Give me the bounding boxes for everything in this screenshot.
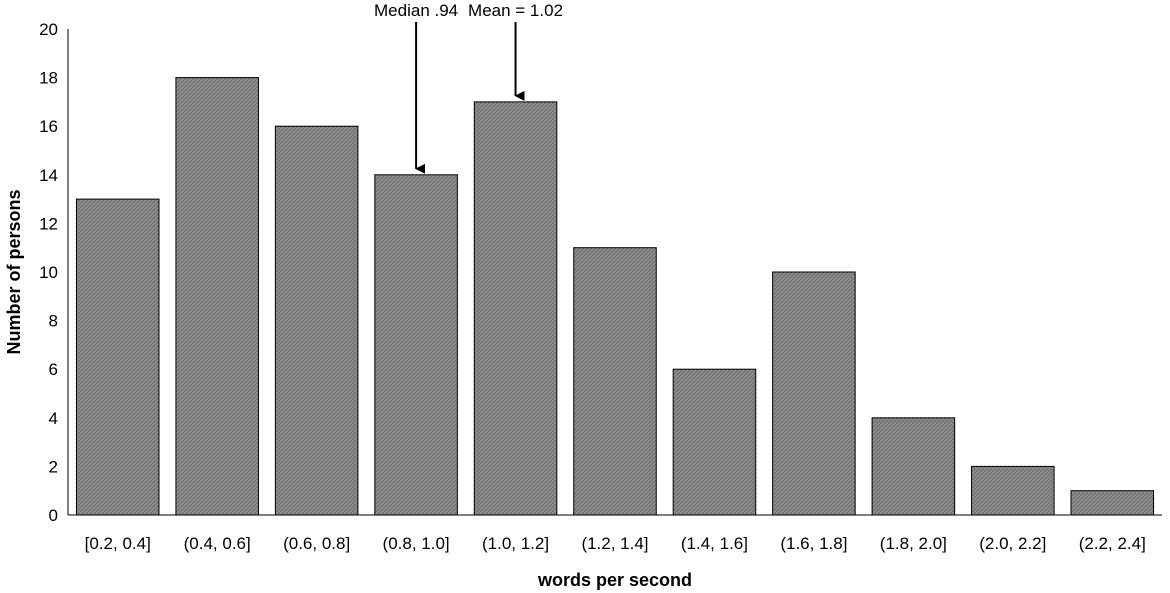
- annotations: Median .94 Mean = 1.02: [374, 1, 563, 174]
- x-tick-label: (1.2, 1.4]: [581, 534, 648, 553]
- y-tick-label: 16: [39, 117, 58, 136]
- y-tick-label: 10: [39, 263, 58, 282]
- x-tick-label: (1.0, 1.2]: [482, 534, 549, 553]
- bars: [75, 77, 1155, 516]
- x-tick-label: (2.0, 2.2]: [979, 534, 1046, 553]
- y-tick-label: 0: [49, 506, 58, 525]
- bar: [374, 174, 458, 516]
- x-tick-label: (1.6, 1.8]: [780, 534, 847, 553]
- y-tick-label: 12: [39, 214, 58, 233]
- bar: [175, 77, 259, 516]
- x-tick-label: (2.2, 2.4]: [1079, 534, 1146, 553]
- x-tick-label: (0.4, 0.6]: [184, 534, 251, 553]
- x-tick-label: (1.4, 1.6]: [681, 534, 748, 553]
- annotation-label: Median .94: [374, 1, 458, 20]
- y-tick-label: 4: [49, 409, 58, 428]
- bar: [672, 368, 757, 516]
- bar: [573, 247, 657, 516]
- y-tick-label: 8: [49, 312, 58, 331]
- y-axis-title: Number of persons: [4, 189, 24, 354]
- bar: [274, 125, 359, 516]
- bar: [1070, 490, 1155, 516]
- bar: [772, 271, 856, 516]
- x-tick-label: (0.6, 0.8]: [283, 534, 350, 553]
- bar: [473, 101, 558, 516]
- x-axis-title: words per second: [537, 570, 692, 590]
- bar: [871, 417, 956, 516]
- bar: [971, 465, 1055, 516]
- y-axis-ticks: 0 2 4 6 8 10 12 14 16 18 20: [39, 20, 58, 525]
- x-tick-label: [0.2, 0.4]: [85, 534, 151, 553]
- x-tick-label: (0.8, 1.0]: [383, 534, 450, 553]
- x-axis-ticks: [0.2, 0.4] (0.4, 0.6] (0.6, 0.8] (0.8, 1.0]…: [85, 534, 1146, 553]
- annotation-label: Mean = 1.02: [468, 1, 563, 20]
- y-tick-label: 6: [49, 360, 58, 379]
- y-tick-label: 20: [39, 20, 58, 39]
- y-tick-label: 18: [39, 69, 58, 88]
- x-tick-label: (1.8, 2.0]: [880, 534, 947, 553]
- y-tick-label: 2: [49, 457, 58, 476]
- bar: [75, 198, 160, 516]
- y-tick-label: 14: [39, 166, 58, 185]
